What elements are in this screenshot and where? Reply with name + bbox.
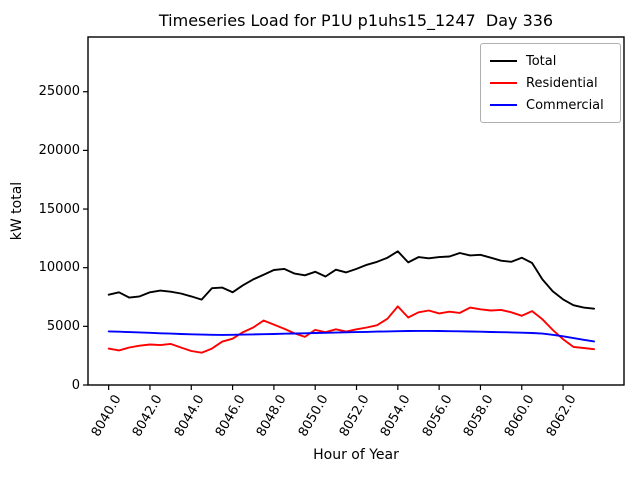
y-tick-label: 10000 xyxy=(38,260,80,276)
legend-swatch-commercial xyxy=(490,104,517,106)
legend-swatch-total xyxy=(490,60,517,62)
y-tick-label: 15000 xyxy=(38,201,80,217)
x-axis-label: Hour of Year xyxy=(313,447,399,463)
series-line-total xyxy=(107,250,596,310)
legend-label-residential: Residential xyxy=(526,75,598,91)
y-tick-label: 0 xyxy=(71,377,80,393)
legend-label-total: Total xyxy=(526,53,557,69)
legend-label-commercial: Commercial xyxy=(526,97,604,113)
y-tick-label: 25000 xyxy=(38,84,80,100)
legend-entry-total: Total xyxy=(490,50,612,72)
chart-title: Timeseries Load for P1U p1uhs15_1247 Day… xyxy=(158,11,554,30)
legend-entry-residential: Residential xyxy=(490,72,612,94)
legend: Total Residential Commercial xyxy=(480,43,621,123)
y-tick-label: 20000 xyxy=(38,142,80,158)
y-tick-label: 5000 xyxy=(46,318,80,334)
legend-swatch-residential xyxy=(490,82,517,84)
series-line-commercial xyxy=(107,329,596,343)
legend-entry-commercial: Commercial xyxy=(490,94,612,116)
series-line-residential xyxy=(107,305,596,354)
